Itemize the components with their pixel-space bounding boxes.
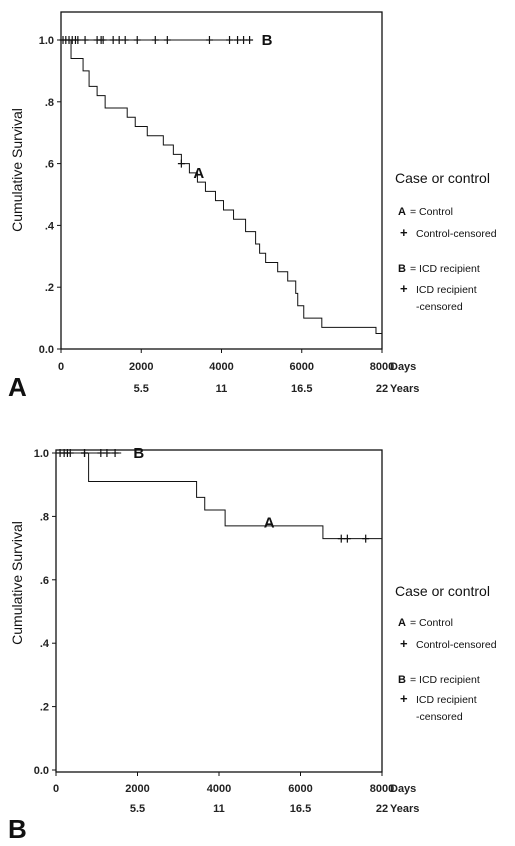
x-tick-label: 8000 [370,783,394,795]
legend-entry-text: = Control [410,206,453,218]
censor-mark-b [97,449,105,457]
y-tick-label: .8 [45,97,54,109]
survival-curve-a [56,452,382,540]
y-axis-label: Cumulative Survival [9,521,25,645]
censor-mark-b [240,36,248,44]
legend-title: Case or control [395,583,490,599]
y-tick-label: .6 [40,575,49,587]
legend-entry-text: Control-censored [416,639,497,651]
legend-entry-text: = ICD recipient [410,674,480,686]
year-tick-label: 11 [216,383,228,395]
censor-mark-b [81,36,89,44]
x-tick-label: 4000 [207,783,231,795]
years-unit-label: Years [390,803,419,815]
censor-mark-a [343,534,351,543]
x-tick-label: 0 [53,783,59,795]
y-tick-label: .2 [40,702,49,714]
y-tick-label: .6 [45,159,54,171]
legend-entry-text: ICD recipient [416,694,477,706]
x-unit-label: Days [390,361,416,373]
year-tick-label: 16.5 [291,383,312,395]
year-tick-label: 11 [213,803,225,815]
curve-label-a: A [193,165,204,182]
year-tick-label: 22 [376,383,388,395]
y-tick-label: .4 [45,220,55,232]
censor-mark-a [177,159,185,168]
legend-censor-symbol: + [400,281,408,296]
censor-mark-b [81,449,89,457]
legend-entry-text: Control-censored [416,228,497,240]
legend-entry-text: = Control [410,617,453,629]
x-tick-label: 2000 [129,361,153,373]
x-tick-label: 0 [58,361,64,373]
censor-mark-a [362,534,370,543]
y-tick-label: 0.0 [34,765,49,777]
legend-title: Case or control [395,170,490,186]
year-tick-label: 5.5 [130,803,145,815]
y-tick-label: 1.0 [39,35,54,47]
legend-key: A [398,206,406,218]
legend-entry-text-2: -censored [416,301,463,313]
censor-mark-a [337,534,345,543]
legend-key: B [398,674,406,686]
legend-censor-symbol: + [400,691,408,706]
x-tick-label: 6000 [288,783,312,795]
y-tick-label: .4 [40,638,50,650]
legend-entry-text: = ICD recipient [410,263,480,275]
legend-key: B [398,263,406,275]
legend-key: A [398,617,406,629]
x-tick-label: 4000 [209,361,233,373]
curve-label-b: B [133,445,144,462]
legend-censor-symbol: + [400,225,408,240]
legend-entry-text: ICD recipient [416,284,477,296]
survival-curve-a [61,39,382,335]
y-tick-label: 0.0 [39,344,54,356]
censor-mark-b [111,449,119,457]
y-tick-label: 1.0 [34,448,49,460]
panel-label: B [8,814,27,844]
y-tick-label: .2 [45,282,54,294]
censor-mark-b [121,36,129,44]
censor-mark-b [103,449,111,457]
censor-mark-b [66,449,74,457]
censor-mark-b [151,36,159,44]
x-unit-label: Days [390,783,416,795]
y-axis-label: Cumulative Survival [9,108,25,232]
plot-frame [55,449,383,773]
plot-frame [60,11,383,350]
legend-entry-text-2: -censored [416,711,463,723]
x-tick-label: 2000 [125,783,149,795]
censor-mark-b [234,36,242,44]
years-unit-label: Years [390,383,419,395]
censor-mark-b [205,36,213,44]
year-tick-label: 5.5 [134,383,149,395]
curve-label-b: B [262,32,273,49]
censor-mark-b [99,36,107,44]
censor-mark-b [109,36,117,44]
x-tick-label: 8000 [370,361,394,373]
censor-mark-b [246,36,254,44]
censor-mark-b [74,36,82,44]
censor-mark-b [115,36,123,44]
year-tick-label: 16.5 [290,803,311,815]
curve-label-a: A [264,515,275,532]
x-tick-label: 6000 [290,361,314,373]
legend-censor-symbol: + [400,636,408,651]
y-tick-label: .8 [40,511,49,523]
year-tick-label: 22 [376,803,388,815]
censor-mark-b [226,36,234,44]
censor-mark-b [133,36,141,44]
censor-mark-b [163,36,171,44]
panel-label: A [8,372,27,402]
